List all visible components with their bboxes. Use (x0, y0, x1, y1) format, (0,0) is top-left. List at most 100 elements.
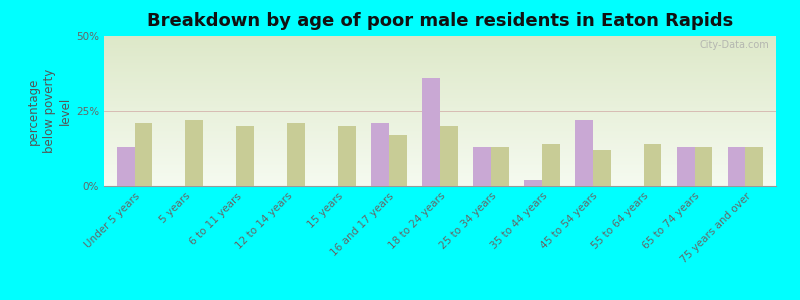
Bar (104, 117, 776, 118)
Bar (104, 184, 776, 186)
Bar (104, 176, 776, 177)
Bar (104, 167, 776, 168)
Bar (104, 56, 776, 57)
Bar (542, 144, 560, 186)
Bar (104, 177, 776, 178)
Bar (104, 165, 776, 166)
Bar (524, 180, 542, 186)
Bar (104, 146, 776, 147)
Bar (134, 123, 152, 186)
Bar (104, 169, 776, 171)
Bar (104, 122, 776, 123)
Bar (104, 110, 776, 111)
Bar (104, 160, 776, 162)
Bar (104, 108, 776, 110)
Bar (104, 38, 776, 39)
Bar (677, 147, 694, 186)
Bar (104, 135, 776, 136)
Bar (236, 126, 254, 186)
Bar (104, 50, 776, 51)
Bar (371, 123, 389, 186)
Bar (104, 178, 776, 180)
Bar (104, 112, 776, 114)
Bar (104, 90, 776, 92)
Bar (104, 99, 776, 100)
Bar (104, 46, 776, 48)
Bar (104, 152, 776, 153)
Bar (104, 159, 776, 160)
Bar (104, 66, 776, 68)
Bar (104, 172, 776, 174)
Bar (389, 135, 407, 186)
Bar (104, 182, 776, 183)
Bar (104, 81, 776, 82)
Bar (104, 126, 776, 128)
Bar (104, 70, 776, 72)
Bar (104, 58, 776, 60)
Bar (104, 134, 776, 135)
Bar (104, 106, 776, 108)
Bar (104, 96, 776, 98)
Bar (104, 116, 776, 117)
Bar (104, 141, 776, 142)
Bar (104, 120, 776, 122)
Bar (104, 154, 776, 156)
Bar (104, 44, 776, 45)
Bar (104, 51, 776, 52)
Bar (104, 84, 776, 86)
Bar (104, 180, 776, 182)
Bar (104, 148, 776, 150)
Bar (104, 85, 776, 87)
Bar (422, 78, 440, 186)
Bar (104, 138, 776, 140)
Bar (104, 68, 776, 69)
Bar (104, 82, 776, 84)
Bar (104, 183, 776, 184)
Bar (104, 132, 776, 134)
Bar (104, 150, 776, 152)
Bar (104, 144, 776, 146)
Bar (473, 147, 491, 186)
Bar (104, 158, 776, 159)
Bar (104, 40, 776, 42)
Title: Breakdown by age of poor male residents in Eaton Rapids: Breakdown by age of poor male residents … (147, 12, 733, 30)
Bar (104, 87, 776, 88)
Bar (104, 100, 776, 102)
Bar (644, 144, 662, 186)
Bar (440, 126, 458, 186)
Bar (104, 94, 776, 96)
Bar (104, 76, 776, 78)
Bar (104, 61, 776, 63)
Bar (104, 64, 776, 66)
Bar (104, 140, 776, 141)
Bar (104, 74, 776, 75)
Bar (593, 150, 610, 186)
Bar (104, 63, 776, 64)
Bar (104, 128, 776, 129)
Bar (104, 102, 776, 104)
Bar (186, 120, 203, 186)
Bar (104, 48, 776, 50)
Bar (104, 111, 776, 112)
Y-axis label: percentage
below poverty
level: percentage below poverty level (27, 69, 72, 153)
Bar (104, 54, 776, 56)
Bar (104, 98, 776, 99)
Bar (104, 123, 776, 124)
Bar (104, 164, 776, 165)
Bar (104, 75, 776, 76)
Bar (104, 153, 776, 154)
Bar (491, 147, 509, 186)
Bar (104, 142, 776, 144)
Bar (104, 78, 776, 80)
Bar (104, 124, 776, 126)
Text: City-Data.com: City-Data.com (699, 40, 770, 50)
Bar (104, 92, 776, 93)
Bar (575, 120, 593, 186)
Bar (104, 36, 776, 38)
Bar (104, 162, 776, 164)
Bar (104, 45, 776, 46)
Bar (287, 123, 305, 186)
Bar (104, 42, 776, 44)
Bar (104, 105, 776, 106)
Bar (104, 147, 776, 148)
